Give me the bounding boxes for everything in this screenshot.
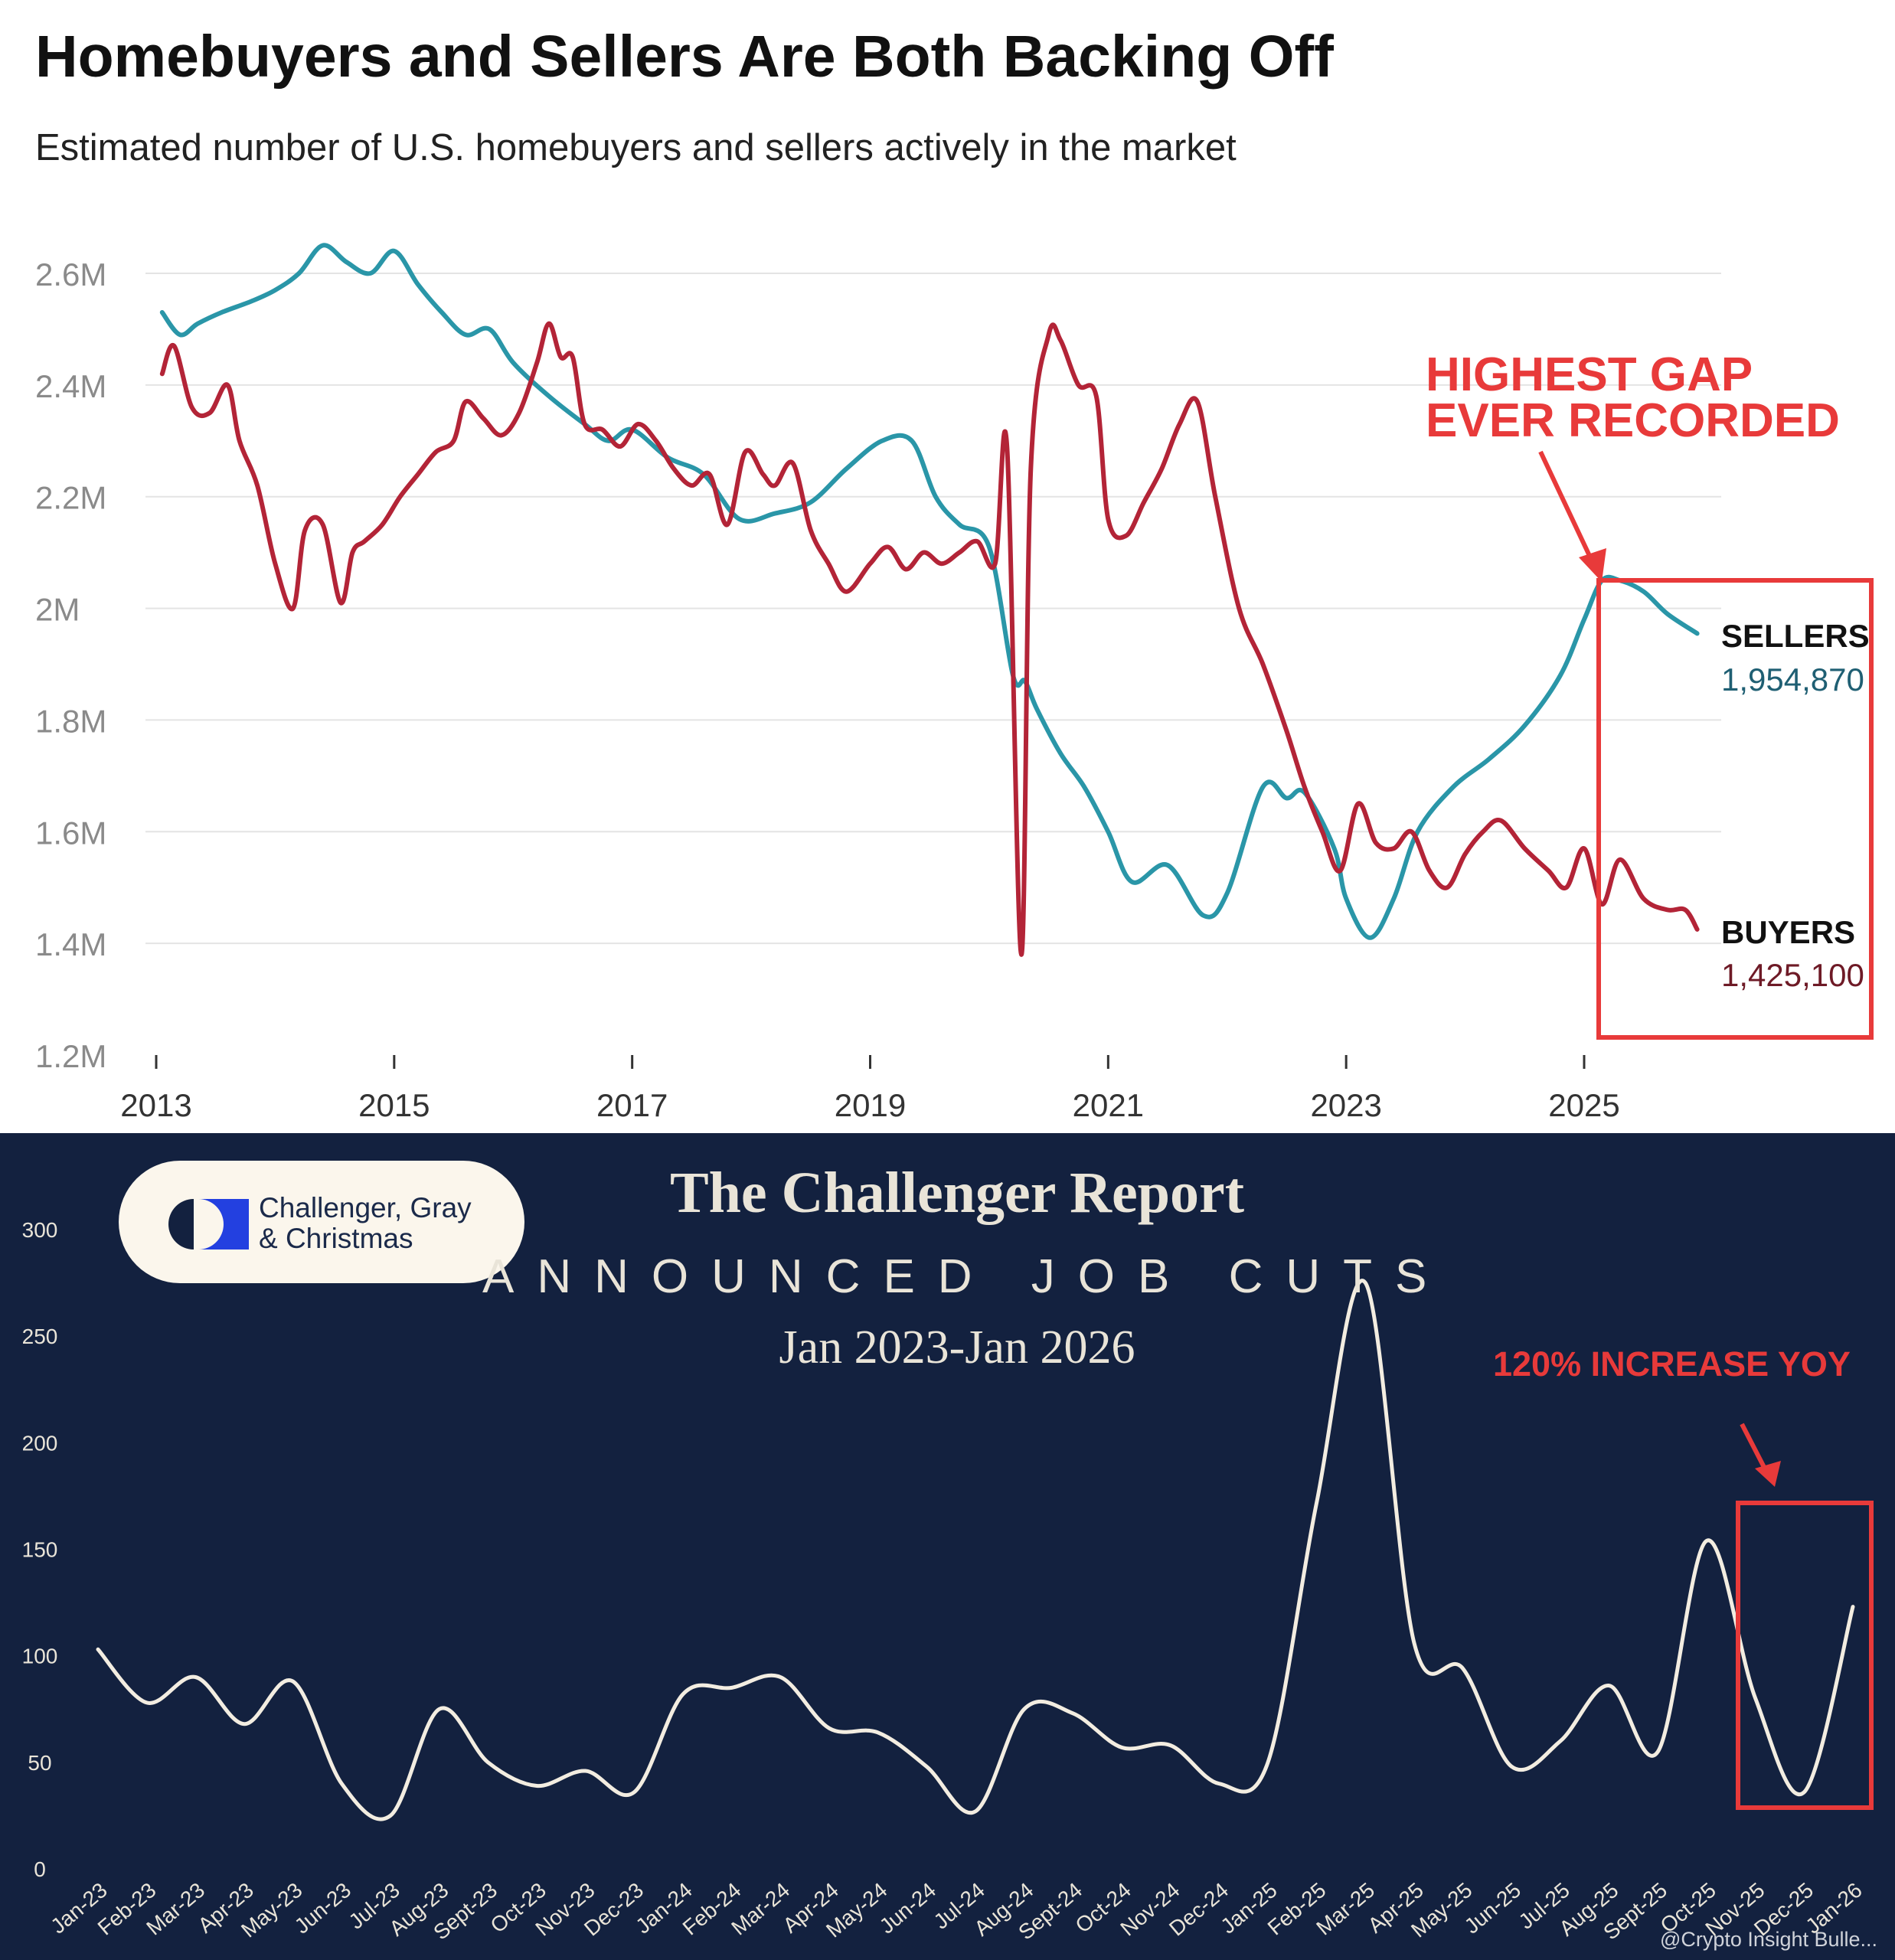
job-cuts-x-tick-label: Jun-24 — [875, 1878, 941, 1939]
sellers-line — [159, 243, 1700, 940]
gap-annotation-arrow — [1538, 450, 1599, 572]
job-cuts-x-tick-label: Jun-23 — [290, 1878, 356, 1939]
housing-chart-panel: Homebuyers and Sellers Are Both Backing … — [35, 24, 1874, 1123]
housing-y-tick-label: 1.2M — [35, 1038, 106, 1074]
job-cuts-subtitle: ANNOUNCED JOB CUTS — [482, 1250, 1450, 1303]
job-cuts-chart-panel: 0 50 100 150 200 250 300 Jan-23 Feb-23 Mar-23 Apr… — [0, 1133, 1895, 1960]
housing-chart-title: Homebuyers and Sellers Are Both Backing … — [35, 24, 1334, 90]
job-cuts-line — [96, 1279, 1855, 1821]
gap-annotation-arrowhead — [1579, 548, 1606, 582]
gap-annotation-line2: EVER RECORDED — [1426, 394, 1840, 447]
job-cuts-x-tick-label: Jun-25 — [1460, 1878, 1526, 1939]
buyers-line — [159, 321, 1700, 957]
housing-x-tick-label: 2017 — [596, 1087, 668, 1123]
housing-x-tick-label: 2015 — [358, 1087, 430, 1123]
housing-y-tick-label: 1.6M — [35, 815, 106, 851]
buyers-value: 1,425,100 — [1721, 957, 1864, 993]
job-cuts-series-line — [96, 1279, 1855, 1821]
housing-y-tick-label: 2M — [35, 592, 80, 628]
yoy-annotation-arrowhead — [1755, 1461, 1781, 1487]
gap-highlight-box — [1596, 578, 1874, 1040]
job-cuts-y-tick-label: 0 — [34, 1857, 46, 1881]
housing-x-tick-label: 2013 — [120, 1087, 191, 1123]
job-cuts-y-tick-label: 200 — [22, 1431, 58, 1455]
challenger-logo-icon — [168, 1199, 249, 1250]
sellers-value: 1,954,870 — [1721, 662, 1864, 697]
job-cuts-title: The Challenger Report — [669, 1161, 1245, 1225]
housing-x-tick-label: 2019 — [835, 1087, 906, 1123]
housing-y-tick-label: 2.2M — [35, 480, 106, 516]
housing-y-tick-label: 2.4M — [35, 368, 106, 404]
housing-gridlines — [145, 273, 1721, 945]
job-cuts-y-tick-label: 50 — [28, 1751, 51, 1775]
gap-annotation-line1: HIGHEST GAP — [1426, 348, 1753, 401]
housing-y-tick-label: 1.8M — [35, 703, 106, 739]
job-cuts-date-range: Jan 2023-Jan 2026 — [779, 1321, 1135, 1374]
housing-x-tick-label: 2023 — [1310, 1087, 1381, 1123]
job-cuts-y-tick-label: 100 — [22, 1645, 58, 1668]
job-cuts-x-axis: Jan-23Feb-23Mar-23Apr-23May-23Jun-23Jul-… — [46, 1878, 1867, 1945]
housing-y-axis: 1.2M 1.4M 1.6M 1.8M 2M 2.2M 2.4M 2.6M — [35, 256, 106, 1074]
buyers-label: BUYERS — [1721, 914, 1855, 950]
housing-y-tick-label: 1.4M — [35, 926, 106, 962]
logo-text-line1: Challenger, Gray — [259, 1192, 472, 1223]
housing-series-lines — [159, 243, 1700, 957]
job-cuts-y-axis: 0 50 100 150 200 250 300 — [22, 1218, 58, 1881]
yoy-annotation: 120% INCREASE YOY — [1493, 1344, 1851, 1383]
source-credit: @Crypto Insight Bulle... — [1660, 1928, 1878, 1951]
sellers-label: SELLERS — [1721, 618, 1870, 654]
housing-chart-subtitle: Estimated number of U.S. homebuyers and … — [35, 127, 1237, 168]
logo-text-line2: & Christmas — [259, 1223, 413, 1254]
housing-y-tick-label: 2.6M — [35, 256, 106, 292]
yoy-highlight-box — [1736, 1501, 1874, 1810]
housing-x-axis: 2013 2015 2017 2019 2021 2023 2025 — [120, 1055, 1620, 1123]
job-cuts-chart-plot: 0 50 100 150 200 250 300 Jan-23Feb-23Mar-23Apr… — [22, 1218, 1874, 1945]
challenger-logo: Challenger, Gray & Christmas — [119, 1161, 524, 1283]
job-cuts-y-tick-label: 250 — [22, 1325, 58, 1348]
challenger-logo-text: Challenger, Gray & Christmas — [259, 1193, 472, 1254]
job-cuts-y-tick-label: 300 — [22, 1218, 58, 1242]
housing-x-tick-label: 2025 — [1548, 1087, 1619, 1123]
job-cuts-y-tick-label: 150 — [22, 1538, 58, 1562]
housing-x-tick-label: 2021 — [1073, 1087, 1144, 1123]
